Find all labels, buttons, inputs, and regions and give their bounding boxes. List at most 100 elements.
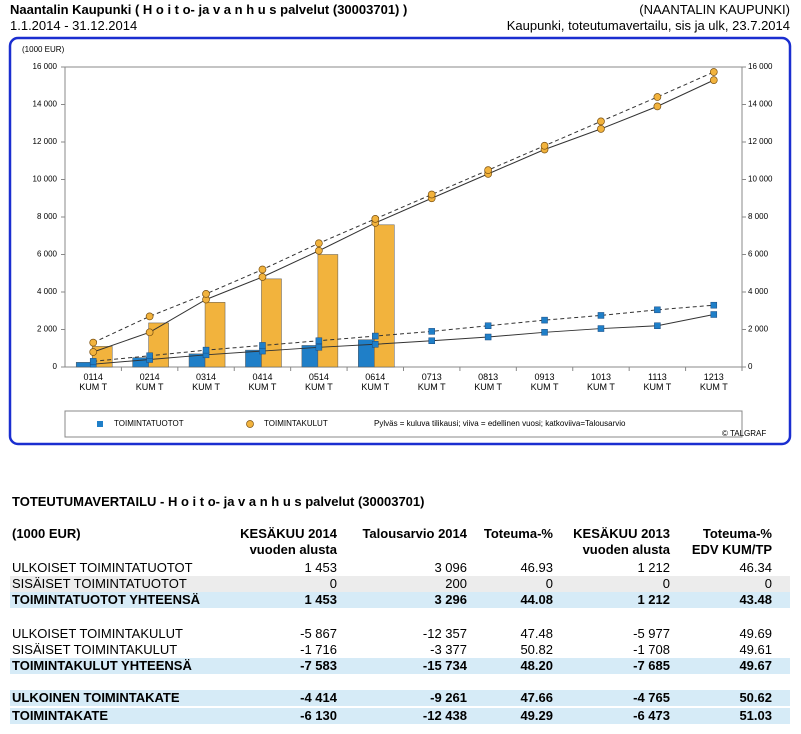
table-row: ULKOISET TOIMINTATUOTOT 1 453 3 096 46.93 1 … bbox=[10, 560, 790, 576]
table-cell: 200 bbox=[445, 576, 467, 591]
circle-marker bbox=[709, 68, 718, 76]
table-cell: 49.67 bbox=[739, 658, 772, 673]
table-cell: 1 453 bbox=[304, 560, 337, 575]
y-tick-label: 12 000 bbox=[33, 137, 58, 146]
y2-tick-label: 12 000 bbox=[748, 137, 773, 146]
circle-marker bbox=[145, 312, 154, 321]
table-row: SISÄISET TOIMINTATUOTOT 0 200 0 0 0 bbox=[10, 576, 790, 592]
table-cell: -4 765 bbox=[633, 690, 670, 705]
x-tick-label: 0614 KUM T bbox=[361, 372, 390, 392]
table-cell: 51.03 bbox=[739, 708, 772, 723]
table-row: ULKOINEN TOIMINTAKATE -4 414 -9 261 47.66 -4… bbox=[10, 690, 790, 706]
square-marker bbox=[654, 306, 661, 314]
square-marker bbox=[597, 312, 605, 319]
x-tick-label: 1113 KUM T bbox=[643, 372, 672, 392]
previous-year-line bbox=[93, 314, 714, 365]
table-cell: ULKOISET TOIMINTAKULUT bbox=[12, 626, 183, 641]
circle-marker bbox=[258, 265, 267, 274]
square-marker bbox=[541, 329, 548, 336]
square-marker bbox=[259, 347, 266, 355]
table-cell: SISÄISET TOIMINTAKULUT bbox=[12, 642, 178, 657]
table-cell: 3 296 bbox=[434, 592, 467, 607]
y-tick-label: 16 000 bbox=[33, 62, 58, 71]
table-cell: 49.69 bbox=[739, 626, 772, 641]
x-tick-label: 0214 KUM T bbox=[135, 372, 164, 392]
square-marker bbox=[428, 337, 435, 344]
square-marker bbox=[710, 301, 718, 309]
square-marker bbox=[202, 346, 210, 354]
column-header: KESÄKUU 2013 vuoden alusta bbox=[573, 526, 670, 557]
square-marker bbox=[428, 328, 435, 335]
table-row: TOIMINTATUOTOT YHTEENSÄ 1 453 3 296 44.08 1 … bbox=[10, 592, 790, 608]
table-cell: -12 357 bbox=[422, 626, 467, 641]
table-cell: 1 453 bbox=[304, 592, 337, 607]
circle-marker bbox=[540, 141, 549, 150]
table-cell: 50.62 bbox=[739, 690, 772, 705]
legend-label: TOIMINTATUOTOT bbox=[114, 419, 184, 428]
table-cell: 46.34 bbox=[739, 560, 772, 575]
circle-marker bbox=[258, 273, 267, 281]
organization: (NAANTALIN KAUPUNKI) bbox=[639, 2, 790, 17]
column-header: Talousarvio 2014 bbox=[362, 526, 467, 541]
table-cell: 50.82 bbox=[520, 642, 553, 657]
circle-marker bbox=[709, 76, 718, 84]
table-cell: -1 716 bbox=[300, 642, 337, 657]
table-cell: 49.61 bbox=[739, 642, 772, 657]
y-axis-label: (1000 EUR) bbox=[22, 45, 65, 54]
y2-tick-label: 10 000 bbox=[748, 175, 773, 184]
table-row: ULKOISET TOIMINTAKULUT -5 867 -12 357 47.48… bbox=[10, 626, 790, 642]
y2-tick-label: 8 000 bbox=[748, 212, 769, 221]
table-cell: -4 414 bbox=[300, 690, 337, 705]
circle-marker bbox=[89, 338, 98, 347]
x-tick-label: 0913 KUM T bbox=[530, 372, 559, 392]
budget-line bbox=[93, 304, 714, 362]
table-cell: -6 473 bbox=[633, 708, 670, 723]
bar bbox=[261, 278, 282, 368]
square-marker bbox=[372, 332, 379, 340]
y-tick-label: 14 000 bbox=[33, 100, 58, 109]
circle-marker bbox=[371, 215, 380, 223]
table-cell: -15 734 bbox=[422, 658, 467, 673]
bar bbox=[132, 357, 149, 368]
circle-marker bbox=[315, 246, 323, 255]
table-row: SISÄISET TOIMINTAKULUT -1 716 -3 377 50.82 -… bbox=[10, 642, 790, 658]
y-tick-label: 10 000 bbox=[33, 175, 58, 184]
bar bbox=[148, 322, 169, 368]
period: 1.1.2014 - 31.12.2014 bbox=[10, 18, 138, 33]
square-marker bbox=[597, 325, 605, 332]
legend-box bbox=[64, 410, 743, 438]
y2-tick-label: 0 bbox=[748, 362, 753, 371]
table-cell: 0 bbox=[662, 576, 670, 591]
x-tick-label: 0813 KUM T bbox=[474, 372, 503, 392]
square-marker bbox=[259, 342, 266, 349]
x-tick-label: 1013 KUM T bbox=[587, 372, 615, 392]
square-marker bbox=[484, 322, 492, 329]
table-cell: 43.48 bbox=[739, 592, 772, 607]
table-row: TOIMINTAKULUT YHTEENSÄ -7 583 -15 734 48.20… bbox=[10, 658, 790, 674]
y2-tick-label: 14 000 bbox=[748, 100, 773, 109]
table-cell: 48.20 bbox=[520, 658, 553, 673]
report-title: Naantalin Kaupunki ( H o i t o- ja v a n… bbox=[10, 2, 408, 17]
table-cell: 3 096 bbox=[434, 560, 467, 575]
table-cell: -7 685 bbox=[633, 658, 670, 673]
table-cell: ULKOISET TOIMINTATUOTOT bbox=[12, 560, 193, 575]
table-cell: 0 bbox=[329, 576, 337, 591]
circle-marker bbox=[597, 125, 605, 133]
credit: © TALGRAF bbox=[722, 429, 766, 438]
table-cell: 0 bbox=[545, 576, 553, 591]
y-tick-label: 2 000 bbox=[37, 325, 58, 334]
table-cell: 47.66 bbox=[520, 690, 553, 705]
y2-tick-label: 16 000 bbox=[748, 62, 773, 71]
bar bbox=[358, 339, 375, 368]
x-tick-label: 1213 KUM T bbox=[699, 372, 728, 392]
bar bbox=[91, 346, 113, 368]
x-tick-label: 0514 KUM T bbox=[304, 372, 333, 392]
report-info: Kaupunki, toteutumavertailu, sis ja ulk,… bbox=[506, 18, 790, 33]
column-header: Toteuma-% bbox=[483, 526, 553, 541]
circle-marker bbox=[653, 102, 662, 111]
legend-marker bbox=[97, 421, 103, 427]
table-cell: 46.93 bbox=[520, 560, 553, 575]
table-row: TOIMINTAKATE -6 130 -12 438 49.29 -6 473 51.0… bbox=[10, 708, 790, 724]
circle-marker bbox=[315, 239, 323, 248]
y-tick-label: 6 000 bbox=[37, 250, 58, 259]
